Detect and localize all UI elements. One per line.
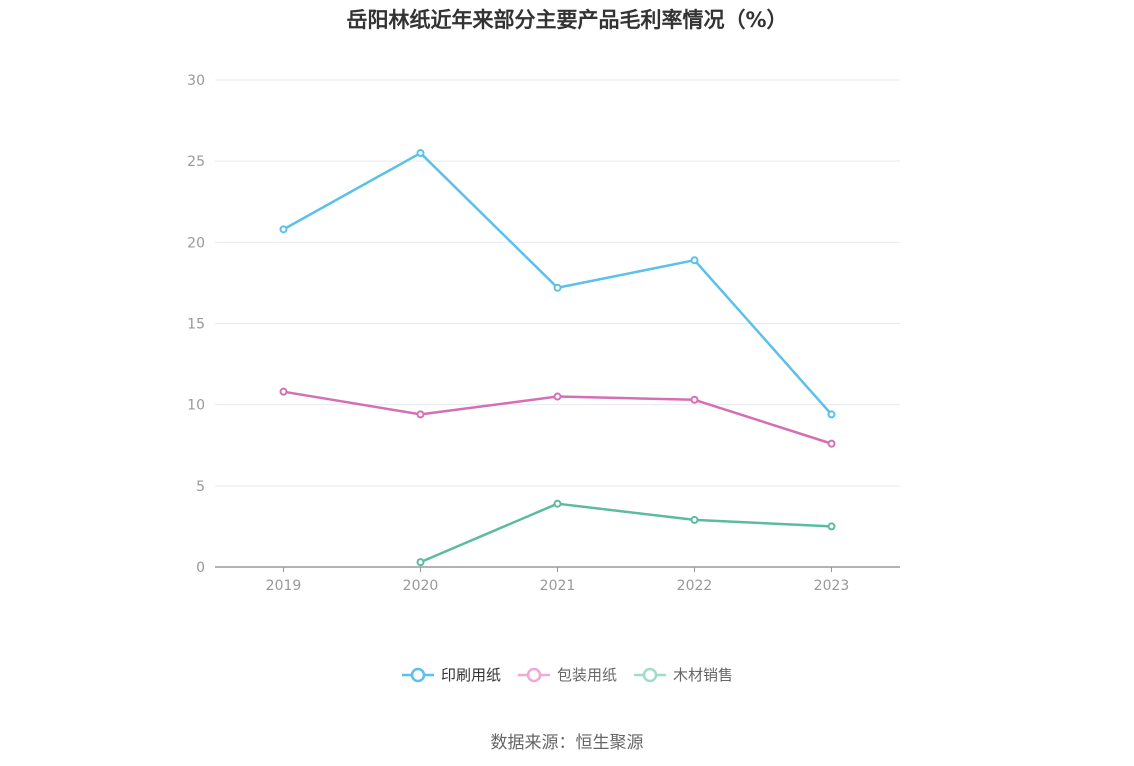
y-tick-label: 15: [187, 317, 205, 333]
line-chart: 0 5 10 15 20 25 30 2019 2020 2021 2022 2023: [187, 73, 900, 594]
data-point: [416, 410, 425, 419]
legend-item[interactable]: 木材销售: [633, 664, 733, 685]
y-tick-label: 5: [196, 479, 205, 495]
legend-item[interactable]: 印刷用纸: [401, 664, 501, 685]
data-point: [553, 392, 562, 401]
y-tick-label: 0: [196, 560, 205, 576]
data-point: [690, 395, 699, 404]
legend: 印刷用纸 包装用纸 木材销售: [0, 664, 1134, 685]
y-axis-ticks: 0 5 10 15 20 25 30: [187, 73, 205, 576]
y-tick-label: 25: [187, 154, 205, 170]
legend-marker-icon: [401, 667, 434, 682]
data-point: [553, 499, 562, 508]
legend-item[interactable]: 包装用纸: [517, 664, 617, 685]
data-point: [827, 410, 836, 419]
x-tick-label: 2020: [403, 578, 439, 594]
x-tick-label: 2019: [266, 578, 302, 594]
y-tick-label: 30: [187, 73, 205, 89]
y-tick-label: 10: [187, 398, 205, 414]
series-line: [420, 502, 832, 564]
data-point: [279, 225, 288, 234]
series-1: [279, 149, 836, 419]
data-point: [690, 515, 699, 524]
x-tick-label: 2022: [677, 578, 713, 594]
legend-marker-icon: [517, 667, 550, 682]
legend-label: 木材销售: [673, 666, 734, 684]
series-line: [282, 151, 833, 416]
data-point: [690, 256, 699, 265]
series-lines: [279, 149, 836, 567]
source-note: 数据来源：恒生聚源: [490, 733, 644, 753]
data-point: [553, 283, 562, 292]
x-tick-label: 2023: [814, 578, 850, 594]
x-tick-label: 2021: [540, 578, 576, 594]
legend-label: 印刷用纸: [440, 666, 501, 684]
series-3: [416, 499, 836, 567]
grid-lines: [215, 79, 900, 568]
y-tick-label: 20: [187, 235, 205, 251]
legend-label: 包装用纸: [556, 666, 617, 684]
chart-title: 岳阳林纸近年来部分主要产品毛利率情况（%）: [346, 8, 788, 32]
data-point: [827, 522, 836, 531]
legend-marker-icon: [634, 667, 666, 682]
series-2: [279, 387, 836, 448]
data-point: [279, 387, 288, 396]
data-point: [416, 558, 425, 567]
data-point: [827, 439, 836, 448]
data-point: [416, 149, 425, 158]
x-axis-ticks: 2019 2020 2021 2022 2023: [266, 567, 850, 594]
